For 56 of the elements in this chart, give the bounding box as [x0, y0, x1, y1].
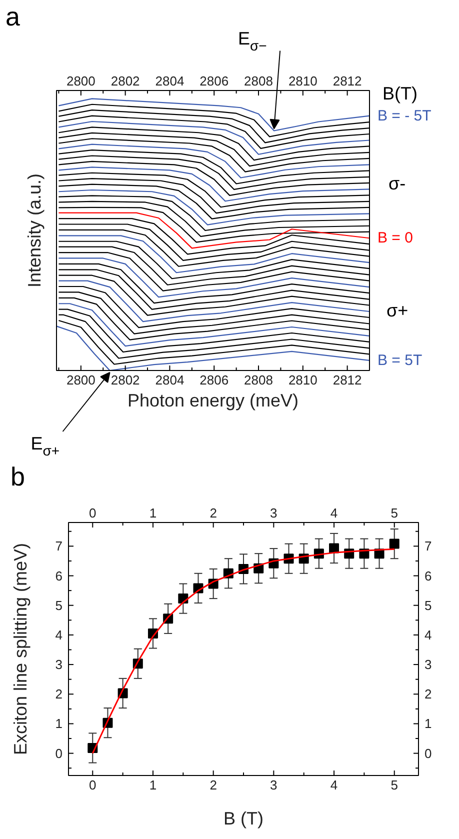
x2-tick-label: 2806 [200, 74, 229, 88]
x-tick-label: 2804 [155, 372, 184, 388]
x-tick-label: 2812 [332, 372, 362, 388]
y-tick-label: 2 [55, 686, 63, 702]
text: σ+ [386, 300, 408, 320]
text: σ- [388, 174, 406, 194]
x2-tick-label: 0 [89, 506, 96, 520]
x-tick-label: 4 [330, 778, 338, 792]
text: B(T) [382, 84, 418, 104]
y-tick-label: 5 [55, 598, 63, 613]
x-axis-title: B (T) [224, 808, 264, 828]
x2-tick-label: 4 [330, 506, 338, 520]
y-tick-label: 0 [55, 746, 63, 761]
x2-tick-label: 2812 [332, 74, 362, 88]
x-tick-label: 0 [89, 778, 96, 792]
x-tick-label: 5 [390, 778, 398, 792]
x2-tick-label: 2804 [155, 74, 184, 88]
y2-tick-label: 6 [424, 568, 432, 584]
x-tick-label: 1 [149, 778, 157, 792]
x-axis-title: Photon energy (meV) [127, 390, 299, 410]
x2-tick-label: 3 [270, 506, 278, 520]
point [329, 543, 340, 554]
y-tick-label: 4 [55, 627, 63, 642]
y2-tick-label: 5 [424, 598, 432, 613]
chart-title: b [10, 462, 25, 492]
x2-tick-label: 2810 [288, 74, 318, 88]
x2-tick-label: 2802 [110, 74, 140, 88]
x2-tick-label: 2 [210, 506, 217, 520]
y2-tick-label: 3 [424, 657, 432, 672]
y-tick-label: 6 [55, 568, 63, 584]
x-tick-label: 2 [210, 778, 217, 792]
y-axis-title: Intensity (a.u.) [24, 173, 44, 288]
x-tick-label: 2802 [110, 372, 140, 388]
chart-title: a [6, 2, 20, 32]
series-label: B = 0 [378, 230, 413, 247]
x2-tick-label: 1 [149, 506, 157, 520]
point [389, 538, 400, 549]
y2-tick-label: 1 [424, 716, 432, 732]
x-tick-label: 2806 [200, 372, 229, 388]
x-tick-label: 3 [270, 778, 278, 792]
y-axis-title: Exciton line splitting (meV) [10, 542, 30, 756]
y2-tick-label: 0 [424, 746, 432, 761]
y-tick-label: 1 [55, 716, 63, 732]
x-tick-label: 2808 [244, 372, 273, 388]
x2-tick-label: 5 [390, 506, 398, 520]
y-tick-label: 3 [55, 657, 63, 672]
x2-tick-label: 2808 [244, 74, 273, 88]
y2-tick-label: 7 [424, 538, 432, 554]
series-label: B = - 5T [378, 107, 432, 124]
y2-tick-label: 4 [424, 627, 432, 642]
series-label: B = 5T [378, 352, 422, 369]
x-tick-label: 2810 [288, 372, 318, 388]
y2-tick-label: 2 [424, 686, 432, 702]
x2-tick-label: 2800 [66, 74, 96, 88]
x-tick-label: 2800 [66, 372, 96, 388]
y-tick-label: 7 [55, 538, 63, 554]
